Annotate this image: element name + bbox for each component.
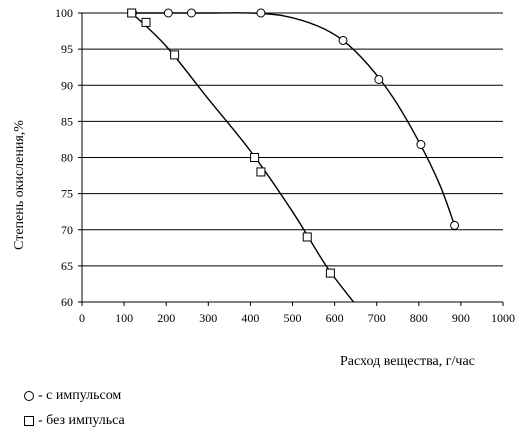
legend-label-without-impulse: - без импульса [38, 413, 125, 428]
x-tick-label-600: 600 [326, 311, 344, 325]
circle-point-5 [374, 74, 384, 84]
square-point-5 [302, 232, 312, 242]
x-tick-label-0: 0 [79, 311, 85, 325]
y-tick-label-70: 70 [61, 223, 73, 237]
y-tick-label-80: 80 [61, 151, 73, 165]
curve-series-1 [131, 12, 355, 303]
circle-point-4 [338, 35, 348, 45]
grid-lines [82, 12, 503, 267]
circle-point-6 [416, 139, 426, 149]
x-tick-label-500: 500 [284, 311, 302, 325]
circle-point-7 [450, 220, 460, 230]
x-tick-label-100: 100 [115, 311, 133, 325]
circle-point-2 [186, 8, 196, 18]
y-tick-label-90: 90 [61, 78, 73, 92]
x-tick-label-900: 900 [452, 311, 470, 325]
square-point-6 [325, 268, 335, 278]
square-point-1 [141, 17, 151, 27]
x-tick-label-200: 200 [157, 311, 175, 325]
square-point-2 [170, 50, 180, 60]
y-tick-label-60: 60 [61, 295, 73, 309]
legend-item-with-impulse: - с импульсом [24, 388, 121, 404]
circle-marker-icon [24, 391, 34, 401]
y-axis-title: Степень окисления,% [12, 120, 27, 250]
square-marker-icon [24, 416, 34, 426]
data-markers [127, 8, 460, 278]
square-point-0 [127, 8, 137, 18]
circle-point-3 [256, 8, 266, 18]
y-tick-label-65: 65 [61, 259, 73, 273]
y-tick-label-100: 100 [55, 6, 73, 20]
x-tick-label-400: 400 [241, 311, 259, 325]
x-tick-label-800: 800 [410, 311, 428, 325]
square-point-4 [256, 167, 266, 177]
legend-label-with-impulse: - с импульсом [38, 388, 122, 403]
axes [78, 12, 504, 306]
square-point-3 [250, 153, 260, 162]
x-tick-label-300: 300 [199, 311, 217, 325]
y-tick-label-85: 85 [61, 114, 73, 128]
circle-point-1 [163, 8, 173, 18]
y-tick-label-95: 95 [61, 42, 73, 56]
y-tick-label-75: 75 [61, 187, 73, 201]
x-axis-title: Расход вещества, г/час [340, 354, 475, 369]
x-tick-label-700: 700 [368, 311, 386, 325]
x-tick-label-1000: 1000 [491, 311, 515, 325]
legend-item-without-impulse: - без импульса [24, 413, 125, 429]
